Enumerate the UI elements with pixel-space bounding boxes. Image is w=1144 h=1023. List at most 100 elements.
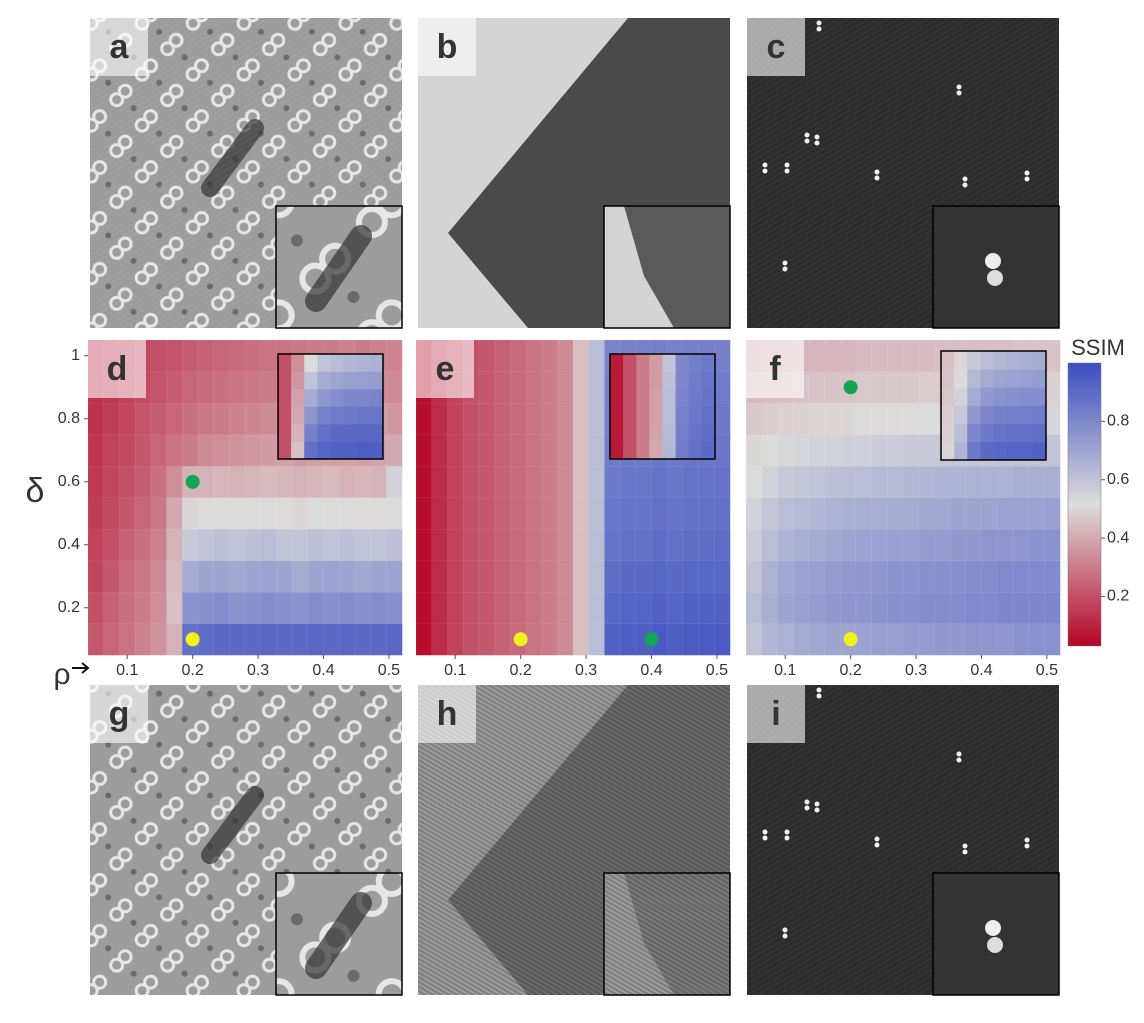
heatmap-cell <box>525 497 543 530</box>
heatmap-cell <box>197 434 215 467</box>
heatmap-cell <box>557 402 574 436</box>
heatmap-cell <box>572 371 590 404</box>
inset-cell <box>954 351 968 370</box>
heatmap-cell <box>839 402 857 436</box>
heatmap-cell <box>103 528 120 562</box>
heatmap-cell <box>557 465 574 499</box>
inset-cell <box>675 354 690 372</box>
panel-label-box <box>747 685 805 743</box>
heatmap-cell <box>197 371 215 404</box>
heatmap-cell <box>588 371 605 404</box>
heatmap-cell <box>276 560 293 593</box>
heatmap-cell <box>541 591 558 625</box>
micrograph <box>418 685 731 996</box>
heatmap-cell <box>839 339 857 373</box>
inset-cell <box>1032 369 1047 388</box>
heatmap-cell <box>855 434 873 467</box>
heatmap-cell <box>588 528 605 562</box>
heatmap-cell <box>824 371 841 404</box>
inset-cell <box>701 371 716 390</box>
heatmap-cell <box>1044 591 1061 625</box>
heatmap-cell <box>541 560 558 593</box>
heatmap-cell <box>792 591 810 625</box>
heatmap-cell <box>431 560 448 593</box>
inset-cell <box>278 354 292 372</box>
heatmap-cell <box>260 465 277 499</box>
panel-label: d <box>107 350 128 388</box>
x-tick-label: 0.3 <box>905 662 927 679</box>
heatmap-cell <box>150 434 168 467</box>
y-axis-label: δ <box>26 472 45 510</box>
heatmap-cell <box>855 402 873 436</box>
y-tick-label: 1 <box>71 347 80 364</box>
heatmap-cell <box>777 465 794 499</box>
inset-cell <box>369 441 384 460</box>
heatmap-cell <box>557 497 574 530</box>
heatmap-cell <box>119 560 136 593</box>
heatmap-cell <box>1012 528 1030 562</box>
heatmap-cell <box>1044 465 1061 499</box>
heatmap-cell <box>651 591 668 625</box>
heatmap-cell <box>745 402 763 436</box>
atom <box>956 751 962 757</box>
heatmap-cell <box>541 434 558 467</box>
inset-cell <box>967 441 981 461</box>
inset-cell <box>610 371 624 390</box>
heatmap-cell <box>572 434 590 467</box>
heatmap-cell <box>478 402 496 436</box>
heatmap-cell <box>918 465 935 499</box>
heatmap-cell <box>525 560 543 593</box>
heatmap-cell <box>682 497 700 530</box>
panel-label-box <box>747 18 805 76</box>
heatmap-cell <box>666 465 684 499</box>
heatmap-cell <box>965 528 983 562</box>
heatmap-cell <box>509 402 527 436</box>
atom <box>782 933 788 939</box>
heatmap-cell <box>229 402 246 436</box>
inset-cell <box>993 369 1007 388</box>
heatmap-cell <box>934 497 951 530</box>
heatmap-cell <box>871 591 888 625</box>
heatmap-cell <box>619 465 637 499</box>
marker <box>185 632 200 647</box>
marker <box>644 632 659 647</box>
heatmap-cell <box>415 465 433 499</box>
heatmap-cell <box>478 497 496 530</box>
heatmap-cell <box>431 402 448 436</box>
heatmap-cell <box>1044 497 1061 530</box>
heatmap-cell <box>808 465 826 499</box>
heatmap-cell <box>197 402 215 436</box>
heatmap-cell <box>824 339 841 373</box>
panel-label: e <box>436 350 455 388</box>
inset-cell <box>330 389 344 407</box>
x-tick-label: 0.1 <box>444 662 466 679</box>
heatmap-cell <box>525 434 543 467</box>
panel-label: i <box>771 695 780 733</box>
heatmap-cell <box>386 434 403 467</box>
inset-cell <box>662 424 676 442</box>
heatmap-cell <box>229 591 246 625</box>
heatmap-cell <box>307 591 325 625</box>
heatmap-cell <box>181 591 199 625</box>
heatmap-cell <box>244 528 262 562</box>
heatmap-cell <box>386 560 403 593</box>
heatmap-cell <box>197 465 215 499</box>
heatmap-cell <box>1044 560 1061 593</box>
heatmap-cell <box>307 465 325 499</box>
heatmap-cell <box>244 339 262 373</box>
x-tick-label: 0.5 <box>378 662 400 679</box>
heatmap-cell <box>949 465 967 499</box>
heatmap-cell <box>338 465 356 499</box>
heatmap-cell <box>338 497 356 530</box>
x-tick-label: 0.4 <box>640 662 662 679</box>
inset-cell <box>343 354 358 372</box>
heatmap-cell <box>276 623 293 656</box>
inset-cell <box>1019 351 1034 370</box>
inset-cell <box>941 351 955 370</box>
heatmap-cell <box>572 591 590 625</box>
heatmap-cell <box>745 434 763 467</box>
heatmap-cell <box>572 560 590 593</box>
inset-cell <box>675 424 690 442</box>
heatmap-cell <box>839 465 857 499</box>
inset-cell <box>980 369 994 388</box>
